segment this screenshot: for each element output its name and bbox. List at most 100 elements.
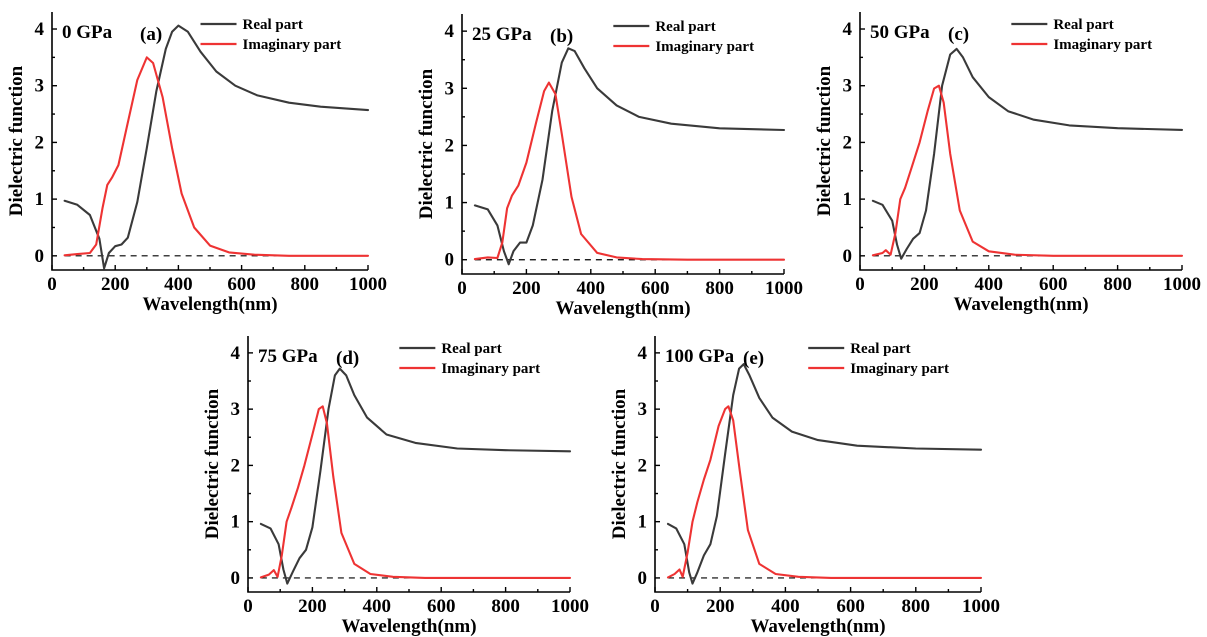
pressure-label: 0 GPa <box>62 22 113 43</box>
x-tick-label: 1000 <box>551 596 589 617</box>
imaginary-part-line <box>63 56 370 257</box>
x-tick-label: 0 <box>243 596 253 617</box>
y-axis-title: Dielectric function <box>6 65 27 216</box>
legend-label-real: Real part <box>243 17 303 33</box>
y-axis-title: Dielectric function <box>416 68 437 219</box>
x-tick-label: 0 <box>47 274 57 295</box>
y-tick-label: 1 <box>638 512 648 533</box>
x-axis-title: Wavelength(nm) <box>142 294 277 315</box>
y-axis-title: Dielectric function <box>609 388 630 539</box>
x-tick-label: 600 <box>641 278 670 299</box>
y-tick-label: 0 <box>638 568 648 589</box>
x-axis-title: Wavelength(nm) <box>555 298 690 319</box>
real-part-line <box>666 363 983 585</box>
x-tick-label: 400 <box>771 596 800 617</box>
pressure-label: 75 GPa <box>258 346 318 367</box>
y-tick-label: 4 <box>638 343 648 364</box>
y-tick-label: 1 <box>843 189 853 210</box>
x-tick-label: 200 <box>101 274 130 295</box>
y-tick-label: 3 <box>638 399 648 420</box>
legend-label-real: Real part <box>850 341 910 357</box>
imaginary-part-line <box>259 405 572 579</box>
x-tick-label: 1000 <box>962 596 1000 617</box>
chart-panel-c: 0 200 400 600 800 1000 0 1 2 3 4 Wavelength(nm) Diel… <box>814 12 1201 315</box>
real-part-line <box>259 367 572 585</box>
x-tick-label: 400 <box>975 274 1004 295</box>
x-tick-label: 800 <box>902 596 931 617</box>
y-axis-title: Dielectric function <box>202 388 223 539</box>
panel-label: (e) <box>743 348 764 369</box>
real-part-line <box>473 47 786 266</box>
legend-label-imaginary: Imaginary part <box>655 39 754 55</box>
x-tick-label: 200 <box>706 596 735 617</box>
pressure-label: 25 GPa <box>472 24 532 45</box>
legend-label-imaginary: Imaginary part <box>441 361 540 377</box>
chart-panel-e: 0 200 400 600 800 1000 0 1 2 3 4 Wavelength(nm) Diel… <box>609 336 1000 637</box>
legend-label-real: Real part <box>1053 17 1113 33</box>
x-tick-label: 600 <box>1039 274 1068 295</box>
legend-label-real: Real part <box>441 341 501 357</box>
y-tick-label: 4 <box>231 343 241 364</box>
y-tick-label: 1 <box>35 189 45 210</box>
real-part-line <box>871 47 1184 260</box>
y-tick-label: 0 <box>843 246 853 267</box>
x-axis-title: Wavelength(nm) <box>750 616 885 637</box>
pressure-label: 100 GPa <box>665 346 735 367</box>
x-tick-label: 400 <box>363 596 392 617</box>
x-tick-label: 200 <box>512 278 541 299</box>
legend-label-imaginary: Imaginary part <box>850 361 949 377</box>
x-tick-label: 0 <box>855 274 865 295</box>
x-tick-label: 800 <box>491 596 520 617</box>
x-axis-title: Wavelength(nm) <box>341 616 476 637</box>
panel-label: (d) <box>336 348 359 369</box>
y-axis-title: Dielectric function <box>814 65 835 216</box>
x-tick-label: 200 <box>298 596 327 617</box>
y-tick-label: 2 <box>638 455 648 476</box>
x-tick-label: 600 <box>227 274 256 295</box>
x-tick-label: 800 <box>705 278 734 299</box>
y-tick-label: 3 <box>445 78 455 99</box>
x-tick-label: 0 <box>650 596 660 617</box>
y-tick-label: 2 <box>843 132 853 153</box>
y-tick-label: 2 <box>231 455 241 476</box>
y-tick-label: 4 <box>843 19 853 40</box>
panel-label: (a) <box>140 24 162 45</box>
y-tick-label: 2 <box>445 135 455 156</box>
x-tick-label: 400 <box>577 278 606 299</box>
x-tick-label: 0 <box>457 278 467 299</box>
chart-panel-b: 0 200 400 600 800 1000 0 1 2 3 4 Wavelength(nm) Diel… <box>416 14 803 319</box>
imaginary-part-line <box>473 81 786 261</box>
y-tick-label: 0 <box>35 246 45 267</box>
x-tick-label: 800 <box>291 274 320 295</box>
chart-panel-a: 0 200 400 600 800 1000 0 1 2 3 4 Wavelength(nm) Diel… <box>6 12 387 315</box>
y-tick-label: 2 <box>35 132 45 153</box>
y-tick-label: 3 <box>231 399 241 420</box>
x-tick-label: 1000 <box>349 274 387 295</box>
x-tick-label: 1000 <box>765 278 803 299</box>
legend-label-imaginary: Imaginary part <box>1053 37 1152 53</box>
y-tick-label: 3 <box>35 76 45 97</box>
y-tick-label: 0 <box>231 568 241 589</box>
imaginary-part-line <box>871 84 1184 257</box>
legend-label-real: Real part <box>655 19 715 35</box>
chart-panel-d: 0 200 400 600 800 1000 0 1 2 3 4 Wavelength(nm) Diel… <box>202 336 589 637</box>
y-tick-label: 1 <box>445 193 455 214</box>
x-axis-title: Wavelength(nm) <box>953 294 1088 315</box>
y-tick-label: 4 <box>35 19 45 40</box>
pressure-label: 50 GPa <box>870 22 930 43</box>
x-tick-label: 600 <box>427 596 456 617</box>
x-tick-label: 200 <box>910 274 939 295</box>
y-tick-label: 1 <box>231 512 241 533</box>
x-tick-label: 800 <box>1103 274 1132 295</box>
y-tick-label: 0 <box>445 250 455 271</box>
legend-label-imaginary: Imaginary part <box>243 37 342 53</box>
x-tick-label: 600 <box>836 596 865 617</box>
y-tick-label: 4 <box>445 21 455 42</box>
y-tick-label: 3 <box>843 76 853 97</box>
imaginary-part-line <box>666 405 983 579</box>
x-tick-label: 1000 <box>1163 274 1201 295</box>
x-tick-label: 400 <box>164 274 193 295</box>
panel-label: (c) <box>948 24 969 45</box>
